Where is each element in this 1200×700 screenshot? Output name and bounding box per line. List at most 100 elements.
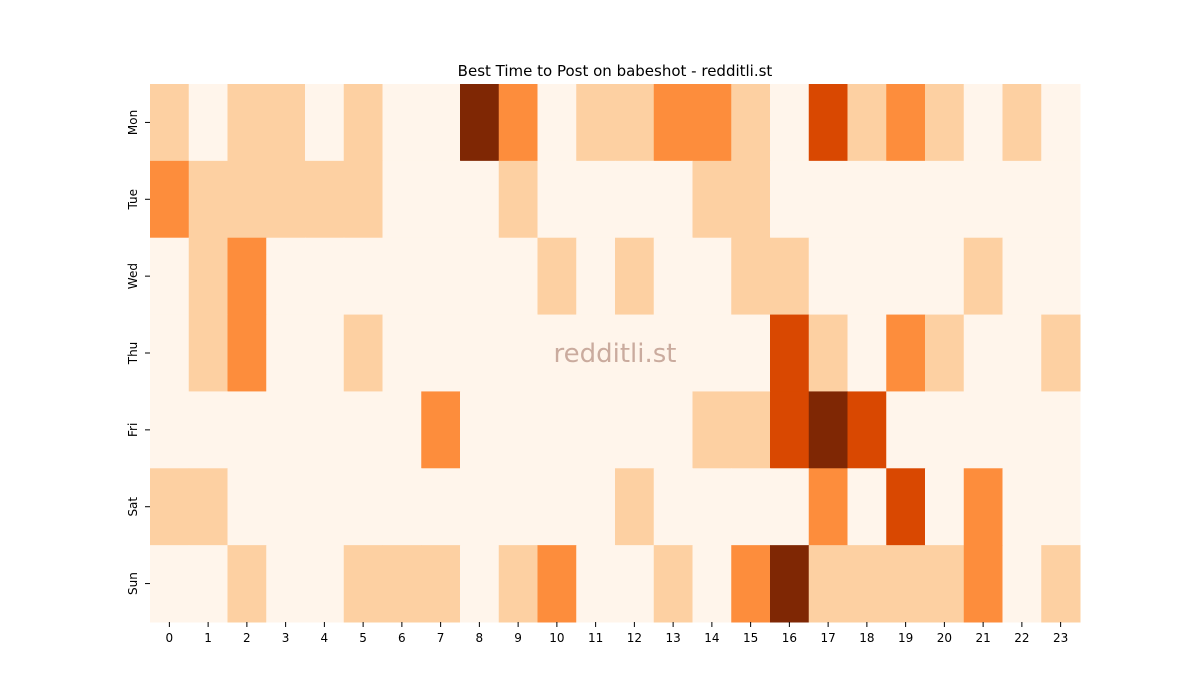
heatmap-cell [498, 160, 538, 239]
y-tick-label: Sat [126, 497, 140, 517]
heatmap-cell [1041, 84, 1081, 162]
heatmap-cell [925, 160, 965, 239]
x-tick-label: 10 [549, 631, 564, 645]
heatmap-cell [1041, 160, 1081, 239]
heatmap-cell [808, 160, 848, 239]
heatmap-cell [382, 160, 422, 239]
heatmap-cell [847, 391, 887, 469]
chart-title: Best Time to Post on babeshot - redditli… [458, 62, 773, 80]
heatmap-cell [266, 314, 306, 392]
heatmap-cell [925, 545, 965, 623]
heatmap-cell [692, 468, 732, 546]
heatmap-cell [886, 237, 926, 316]
heatmap-cell [343, 160, 383, 239]
heatmap-cell [382, 468, 422, 546]
heatmap-cell [808, 314, 848, 392]
heatmap-cell [305, 237, 345, 316]
heatmap-cell [343, 391, 383, 469]
heatmap-cell [460, 237, 500, 316]
heatmap-cell [537, 314, 577, 392]
heatmap-cell [382, 84, 422, 162]
heatmap-cell [653, 84, 693, 162]
heatmap-cell [343, 84, 383, 162]
heatmap-cell [963, 160, 1003, 239]
x-tick-label: 2 [243, 631, 251, 645]
heatmap-cell [1002, 84, 1042, 162]
heatmap-cell [150, 314, 190, 392]
y-tick-label: Wed [126, 263, 140, 289]
heatmap-cell [1002, 468, 1042, 546]
heatmap-cell [498, 314, 538, 392]
axes: 0 1 2 3 4 5 6 7 8 9 10 11 12 13 14 15 16 17 18 19 20 21 22 23Mo… [126, 110, 1068, 645]
heatmap-cell [227, 84, 267, 162]
heatmap-cell [266, 545, 306, 623]
heatmap-cell [460, 160, 500, 239]
heatmap-cell [576, 237, 616, 316]
heatmap-cell [382, 314, 422, 392]
heatmap-cell [537, 545, 577, 623]
heatmap-cell [421, 160, 461, 239]
heatmap-cell [886, 545, 926, 623]
heatmap-cell [963, 314, 1003, 392]
heatmap-cell [1041, 237, 1081, 316]
heatmap-cell [925, 468, 965, 546]
heatmap-cell [537, 391, 577, 469]
x-tick-label: 17 [820, 631, 835, 645]
heatmap-cell [1002, 545, 1042, 623]
heatmap-cell [808, 391, 848, 469]
heatmap-cell [266, 468, 306, 546]
heatmap-cell [886, 391, 926, 469]
watermark: redditli.st [554, 339, 677, 369]
heatmap-cell [227, 160, 267, 239]
heatmap-cell [653, 468, 693, 546]
heatmap-cells [150, 84, 1081, 623]
heatmap-cell [692, 314, 732, 392]
x-tick-label: 18 [859, 631, 874, 645]
heatmap-cell [886, 160, 926, 239]
x-tick-label: 16 [782, 631, 797, 645]
heatmap-cell [808, 237, 848, 316]
heatmap-cell [460, 391, 500, 469]
heatmap-cell [886, 468, 926, 546]
heatmap-cell [886, 84, 926, 162]
x-tick-label: 12 [627, 631, 642, 645]
heatmap-cell [150, 160, 190, 239]
heatmap-cell [615, 84, 655, 162]
heatmap-cell [847, 314, 887, 392]
heatmap-cell [770, 391, 810, 469]
heatmap-cell [615, 468, 655, 546]
x-tick-label: 6 [398, 631, 406, 645]
heatmap-cell [460, 314, 500, 392]
heatmap-cell [886, 314, 926, 392]
heatmap-cell [227, 314, 267, 392]
heatmap-cell [305, 84, 345, 162]
heatmap-cell [770, 545, 810, 623]
y-tick-label: Fri [126, 423, 140, 437]
heatmap-cell [963, 468, 1003, 546]
heatmap-cell [808, 545, 848, 623]
heatmap-cell [731, 391, 771, 469]
heatmap-cell [925, 84, 965, 162]
heatmap-cell [305, 391, 345, 469]
heatmap-cell [925, 314, 965, 392]
heatmap-cell [343, 314, 383, 392]
x-tick-label: 0 [166, 631, 174, 645]
heatmap-cell [576, 314, 616, 392]
heatmap-cell [188, 84, 228, 162]
heatmap-cell [653, 160, 693, 239]
heatmap-cell [963, 545, 1003, 623]
x-tick-label: 8 [476, 631, 484, 645]
x-tick-label: 22 [1014, 631, 1029, 645]
heatmap-cell [770, 84, 810, 162]
x-tick-label: 15 [743, 631, 758, 645]
heatmap-cell [692, 237, 732, 316]
x-tick-label: 21 [975, 631, 990, 645]
heatmap-cell [925, 237, 965, 316]
heatmap-cell [188, 160, 228, 239]
heatmap-cell [1002, 237, 1042, 316]
heatmap-cell [421, 84, 461, 162]
heatmap-cell [150, 84, 190, 162]
heatmap-cell [460, 84, 500, 162]
heatmap-cell [498, 84, 538, 162]
heatmap-cell [343, 237, 383, 316]
